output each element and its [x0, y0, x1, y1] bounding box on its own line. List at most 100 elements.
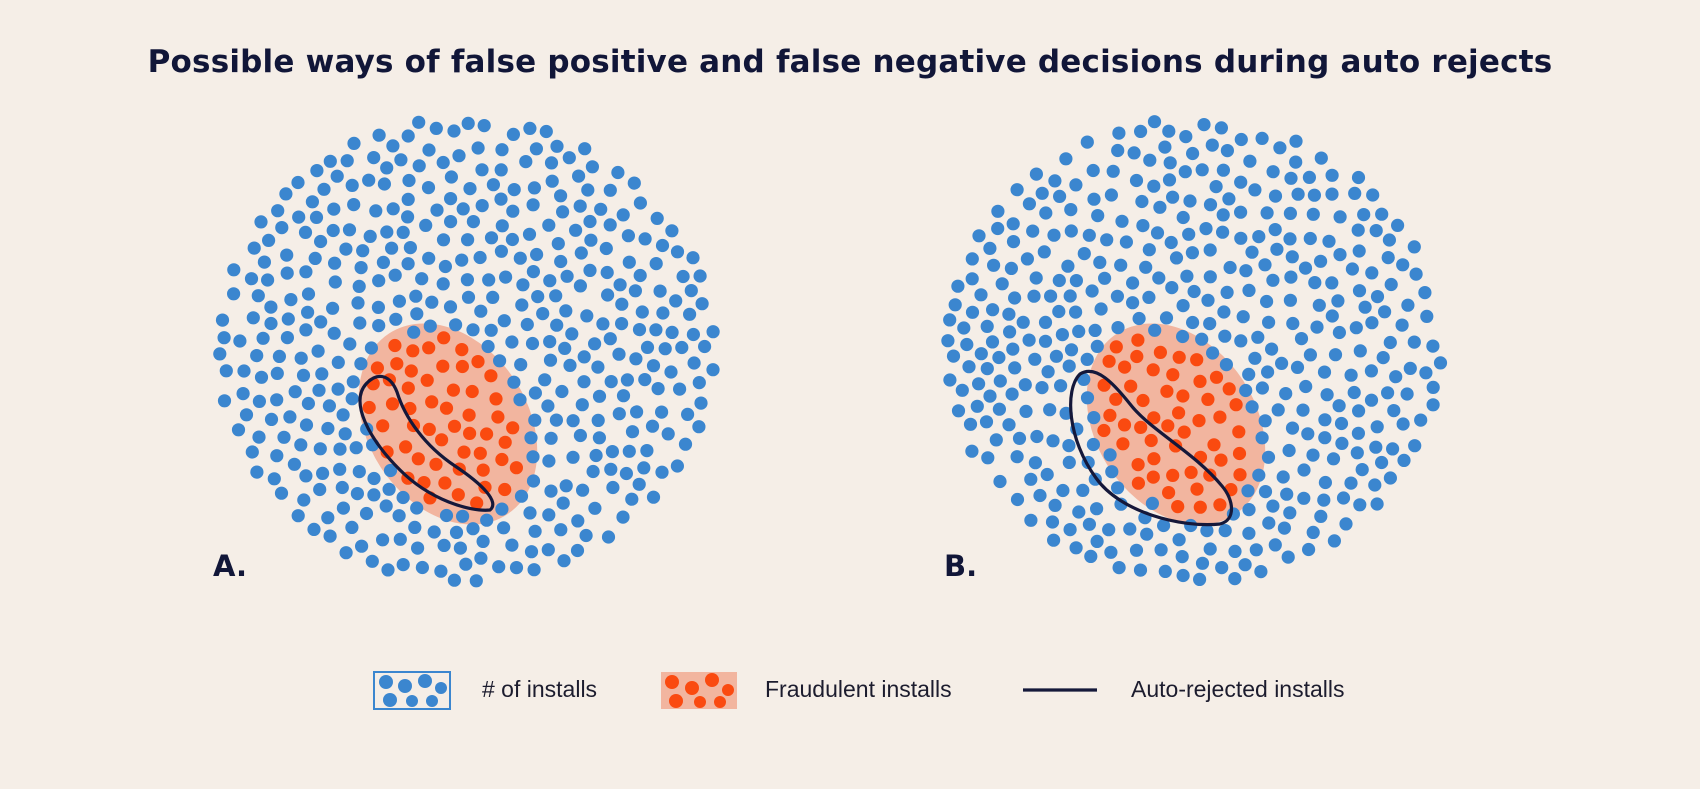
install-dot	[1176, 568, 1190, 583]
install-dot	[974, 347, 988, 361]
fraud-dot	[376, 419, 390, 433]
install-dot	[558, 341, 572, 355]
install-dot	[244, 272, 259, 286]
install-dot	[640, 340, 655, 354]
install-dot	[693, 269, 707, 283]
fraud-dot	[1207, 438, 1221, 452]
install-dot	[524, 545, 539, 559]
install-dot	[1370, 497, 1384, 511]
install-dot	[616, 510, 630, 524]
install-dot	[544, 431, 558, 445]
install-dot	[1115, 214, 1129, 228]
install-dot	[1389, 370, 1403, 384]
fraud-dots-b	[1097, 333, 1247, 514]
install-dot	[1110, 289, 1124, 303]
install-dot	[1378, 305, 1392, 319]
install-dot	[271, 204, 285, 218]
install-dot	[991, 221, 1005, 236]
install-dot	[1387, 404, 1401, 418]
install-dot	[583, 214, 597, 229]
fraud-dot	[1130, 349, 1144, 364]
install-dot	[331, 382, 345, 396]
install-dot	[1086, 437, 1100, 452]
fraud-dot	[506, 421, 520, 435]
install-dot	[1369, 224, 1383, 238]
fraud-dot	[470, 496, 484, 510]
install-dot	[1255, 381, 1269, 395]
install-dot	[544, 156, 559, 170]
install-dot	[965, 272, 979, 286]
install-dot	[1162, 124, 1176, 138]
install-dot	[692, 376, 706, 390]
install-dot	[409, 289, 423, 303]
install-dot	[1055, 328, 1069, 342]
fraud-dot	[1144, 433, 1158, 448]
fraud-dot	[1233, 468, 1247, 482]
install-dot	[430, 203, 444, 217]
install-dot	[653, 284, 667, 298]
fraud-dot	[399, 440, 413, 454]
install-dot	[422, 143, 436, 157]
install-dot	[603, 332, 617, 346]
install-dot	[649, 323, 663, 337]
install-dot	[979, 415, 994, 429]
install-dot	[1062, 359, 1076, 373]
install-dot	[580, 309, 594, 323]
install-dot	[1270, 242, 1284, 256]
install-dot	[588, 337, 602, 351]
install-dot	[1261, 450, 1276, 464]
install-dot	[695, 297, 709, 311]
install-dot	[279, 187, 293, 201]
install-dot	[484, 231, 499, 245]
install-dot	[1279, 387, 1293, 401]
install-dot	[1332, 325, 1346, 340]
install-dot	[574, 246, 588, 260]
install-dot	[670, 459, 685, 473]
install-dot	[372, 319, 386, 333]
install-dot	[554, 254, 568, 269]
install-dot	[1409, 267, 1423, 281]
install-dot	[1203, 317, 1217, 331]
install-dot	[227, 287, 241, 301]
fraud-dot	[422, 422, 436, 436]
install-dot	[627, 176, 641, 190]
fraud-dot	[370, 361, 384, 375]
install-dot	[354, 357, 368, 371]
install-dot	[1234, 205, 1248, 219]
install-dot	[264, 316, 278, 331]
install-dot	[573, 279, 588, 293]
fraud-dot	[1131, 476, 1145, 490]
install-dot	[1002, 307, 1016, 321]
install-dot	[1258, 414, 1272, 428]
install-dot	[1080, 135, 1094, 149]
install-dot	[312, 383, 326, 397]
fraud-dot	[498, 482, 512, 497]
fraud-dot	[1177, 425, 1191, 439]
install-dot	[443, 300, 458, 314]
install-dot	[1290, 360, 1305, 374]
install-dot	[1186, 146, 1200, 161]
install-dot	[333, 462, 347, 476]
install-dot	[673, 382, 687, 396]
install-dot	[486, 178, 500, 192]
install-dot	[615, 317, 629, 331]
install-dot	[301, 396, 315, 411]
install-dot	[367, 471, 381, 486]
install-dot	[1126, 276, 1140, 290]
install-dot	[1236, 310, 1250, 324]
fraud-dot	[1193, 374, 1207, 388]
install-dot	[296, 368, 311, 382]
fraud-dot	[1222, 382, 1236, 396]
install-dot	[526, 474, 541, 488]
install-dot	[594, 202, 608, 216]
install-dot	[461, 116, 475, 130]
install-dot	[434, 564, 448, 578]
install-dot	[1351, 170, 1366, 185]
install-dot	[549, 289, 563, 303]
install-dot	[277, 430, 291, 444]
install-dot	[494, 192, 508, 206]
install-dot	[603, 218, 617, 232]
install-dot	[461, 233, 475, 247]
fraud-dot	[401, 381, 415, 395]
install-dot	[1375, 207, 1389, 221]
